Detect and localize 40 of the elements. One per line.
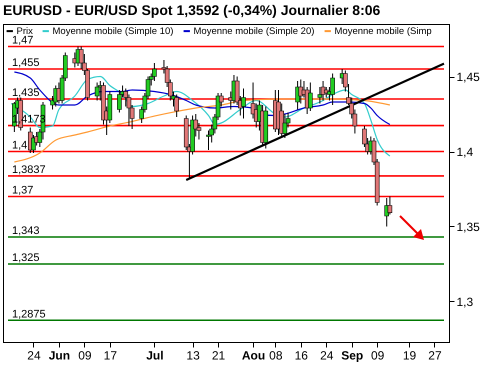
legend-label: Moyenne mobile (Simp — [334, 26, 432, 38]
x-tick-label: Aou — [242, 348, 266, 362]
ref-line-label: 1,325 — [12, 252, 40, 264]
x-tick-label: 09 — [370, 348, 385, 362]
ref-line-label: 1,47 — [12, 34, 34, 46]
candlestick — [117, 90, 122, 113]
ref-line-label: 1,37 — [12, 184, 34, 196]
y-tick-label: 1,3 — [456, 295, 474, 309]
x-tick-label: 08 — [269, 348, 283, 362]
candlestick — [152, 62, 157, 82]
x-tick-label: 09 — [78, 348, 92, 362]
ref-line-label: 1,3837 — [12, 164, 46, 176]
y-tick-label: 1,4 — [456, 145, 474, 159]
candlestick — [388, 196, 392, 215]
x-tick-label: 21 — [212, 348, 226, 362]
ref-line-label: 1,4 — [12, 140, 28, 152]
candlestick — [282, 114, 288, 138]
x-tick-label: 16 — [294, 348, 308, 362]
x-tick-label: 24 — [27, 348, 41, 362]
legend-label: Moyenne mobile (Simple 10) — [52, 26, 174, 38]
x-tick-label: Jun — [48, 348, 70, 362]
candlestick — [308, 82, 313, 112]
ref-line-label: 1,2875 — [12, 308, 46, 320]
candlestick — [31, 134, 36, 154]
x-tick-label: 19 — [402, 348, 416, 362]
y-tick-label: 1,35 — [456, 220, 480, 234]
x-tick-label: 27 — [428, 348, 442, 362]
x-tick-label: 13 — [186, 348, 200, 362]
candlestick — [330, 73, 335, 106]
legend-label: Moyenne mobile (Simple 20) — [194, 26, 314, 38]
x-tick-label: 17 — [104, 348, 118, 362]
chart-title: EURUSD - EUR/USD Spot 1,3592 (-0,34%) Journalier 8:06 — [3, 2, 381, 18]
x-tick-label: Jul — [146, 348, 164, 362]
ref-line-label: 1,343 — [12, 225, 40, 237]
x-tick-label: 24 — [320, 348, 334, 362]
x-tick-label: Sep — [341, 348, 364, 362]
y-tick-label: 1,45 — [456, 70, 480, 84]
ref-line-label: 1,455 — [12, 57, 40, 69]
ref-line-label: 1,435 — [12, 87, 40, 99]
candlestick — [174, 94, 179, 118]
